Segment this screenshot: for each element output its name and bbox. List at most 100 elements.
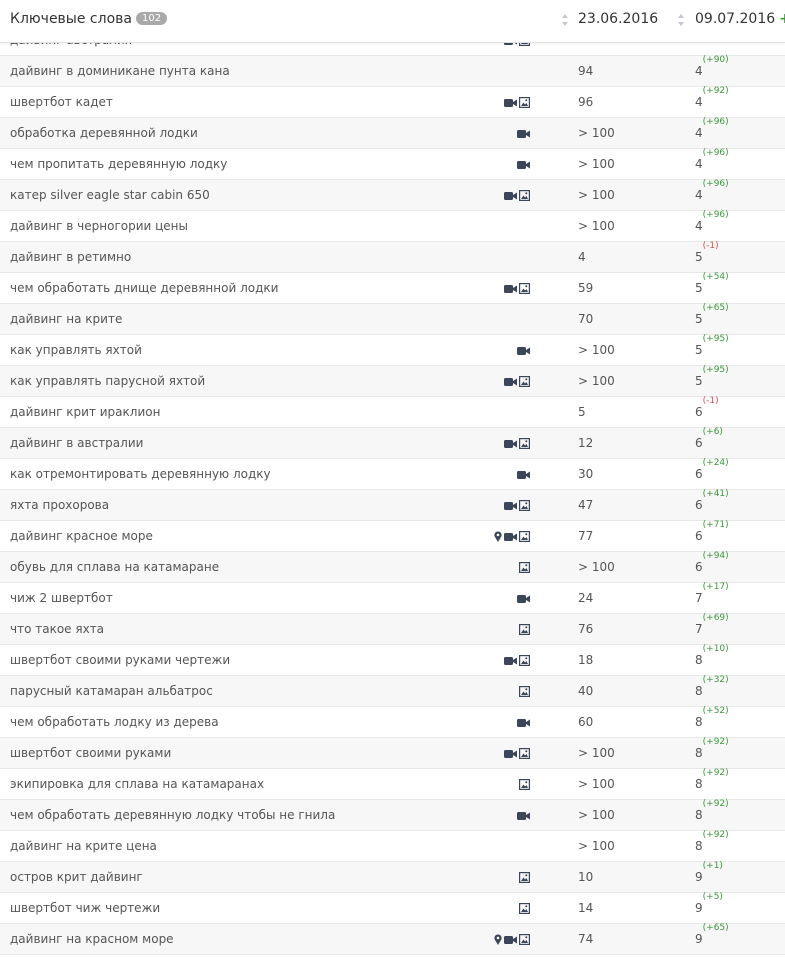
date-new[interactable]: 09.07.2016+ [695, 11, 785, 27]
add-button[interactable]: + [779, 11, 785, 27]
position-old: 47 [578, 498, 594, 512]
video-icon [517, 129, 530, 139]
map-icon [494, 531, 502, 542]
video-icon [517, 718, 530, 728]
position-change: (+92) [702, 768, 729, 778]
position-new: 8(+92) [695, 800, 729, 831]
table-row: чиж 2 швертбот 24 7(+17) [0, 583, 785, 614]
image-icon [519, 562, 531, 574]
icons [504, 180, 531, 211]
position-old: 74 [578, 932, 594, 946]
table-row: дайвинг в ретимно 4 5(-1) [0, 242, 785, 273]
position: 8 [695, 684, 703, 698]
position-new: 6(+71) [695, 521, 729, 552]
table-row: дайвинг крит ираклион 5 6(-1) [0, 397, 785, 428]
position-old: > 100 [578, 219, 615, 233]
icons [504, 366, 531, 397]
position: 7 [695, 591, 703, 605]
position: 4 [695, 95, 703, 109]
keyword: чем обработать лодку из дерева [10, 715, 219, 729]
video-icon [504, 284, 517, 294]
table-row: чем обработать деревянную лодку чтобы не… [0, 800, 785, 831]
position: 6 [695, 560, 703, 574]
table-row: чем обработать днище деревянной лодки 59 5… [0, 273, 785, 304]
keyword: как отремонтировать деревянную лодку [10, 467, 271, 481]
keyword: чем пропитать деревянную лодку [10, 157, 228, 171]
position-new: 7(+17) [695, 583, 729, 614]
position-new: 5(+95) [695, 335, 729, 366]
keyword: чем обработать деревянную лодку чтобы не… [10, 808, 336, 822]
position-change: (+52) [702, 706, 729, 716]
table-row: катер silver eagle star cabin 650 > 100 4(… [0, 180, 785, 211]
position: 8 [695, 808, 703, 822]
position: 4 [695, 219, 703, 233]
position-change: (+65) [702, 303, 729, 313]
icons [519, 552, 531, 583]
keyword: яхта прохорова [10, 498, 110, 512]
video-icon [517, 160, 530, 170]
keyword: остров крит дайвинг [10, 870, 143, 884]
position: 8 [695, 839, 703, 853]
position-change: (+92) [702, 86, 729, 96]
sort-icon[interactable] [561, 13, 569, 27]
title: Ключевые слова [10, 11, 132, 27]
position-old: 4 [578, 250, 586, 264]
table-row: яхта прохорова 47 6(+41) [0, 490, 785, 521]
position-old: 18 [578, 653, 594, 667]
image-icon [519, 283, 531, 295]
table-row: чем пропитать деревянную лодку > 100 4(+96… [0, 149, 785, 180]
video-icon [504, 377, 517, 387]
position-new: 4(+96) [695, 180, 729, 211]
position-old: > 100 [578, 374, 615, 388]
keyword: экипировка для сплава на катамаранах [10, 777, 265, 791]
position-old: > 100 [578, 839, 615, 853]
position-new: 8(+32) [695, 676, 729, 707]
table-row: как управлять яхтой > 100 5(+95) [0, 335, 785, 366]
position-change: (+92) [702, 830, 729, 840]
icons [517, 800, 530, 831]
image-icon [519, 190, 531, 202]
image-icon [519, 934, 531, 946]
keyword: как управлять парусной яхтой [10, 374, 206, 388]
position-change: (+96) [702, 148, 729, 158]
position-new: 9(+5) [695, 893, 723, 924]
sort-icon[interactable] [677, 13, 685, 27]
keyword: дайвинг на красном море [10, 932, 174, 946]
position-new: 4(+96) [695, 149, 729, 180]
table-row: парусный катамаран альбатрос 40 8(+32) [0, 676, 785, 707]
position-old: 76 [578, 622, 594, 636]
table-row: дайвинг в черногории цены > 100 4(+96) [0, 211, 785, 242]
icons [517, 583, 530, 614]
position-new: 9(+65) [695, 924, 729, 955]
position-new: 5(+95) [695, 366, 729, 397]
video-icon [504, 501, 517, 511]
position-old: 77 [578, 529, 594, 543]
position-change: (+71) [702, 520, 729, 530]
count-badge: 102 [135, 12, 168, 25]
position-change: (+94) [702, 551, 729, 561]
table-row: что такое яхта 76 7(+69) [0, 614, 785, 645]
position-new: 4(+96) [695, 118, 729, 149]
icons [519, 862, 531, 893]
table-row: остров крит дайвинг 10 9(+1) [0, 862, 785, 893]
position-new: 8(+92) [695, 769, 729, 800]
position: 8 [695, 653, 703, 667]
table-row: экипировка для сплава на катамаранах > 10… [0, 769, 785, 800]
position-change: (+32) [702, 675, 729, 685]
table-row: чем обработать лодку из дерева 60 8(+52) [0, 707, 785, 738]
date-old[interactable]: 23.06.2016 [578, 11, 659, 27]
position: 5 [695, 343, 703, 357]
table-row: обувь для сплава на катамаране > 100 6(+94… [0, 552, 785, 583]
position: 8 [695, 777, 703, 791]
position-old: > 100 [578, 343, 615, 357]
position: 5 [695, 312, 703, 326]
keyword: как управлять яхтой [10, 343, 142, 357]
icons [519, 769, 531, 800]
position-change: (+5) [702, 892, 723, 902]
icons [504, 490, 531, 521]
table-row: дайвинг на крите цена > 100 8(+92) [0, 831, 785, 862]
position: 9 [695, 870, 703, 884]
keyword: обработка деревянной лодки [10, 126, 198, 140]
position: 4 [695, 126, 703, 140]
